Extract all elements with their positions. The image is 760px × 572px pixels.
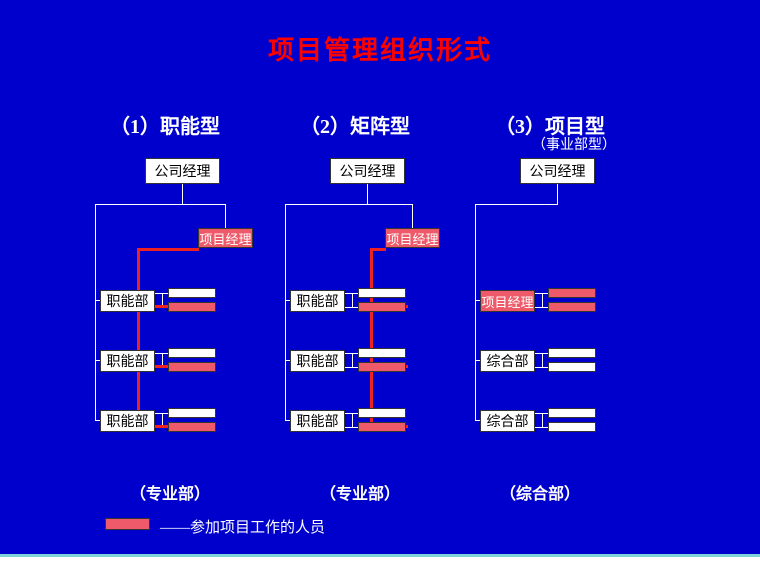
subtitle: （事业部型） — [532, 134, 616, 154]
staff-bar — [168, 348, 216, 358]
department-box: 职能部 — [290, 350, 345, 372]
connector-line — [542, 413, 543, 427]
staff-bar — [548, 348, 596, 358]
legend-swatch — [105, 518, 150, 530]
project-manager-box: 项目经理 — [385, 228, 440, 248]
connector-line — [475, 204, 476, 420]
slide-title: 项目管理组织形式 — [0, 30, 760, 67]
connector-line — [535, 367, 548, 368]
project-line — [137, 248, 199, 251]
staff-bar — [548, 362, 596, 372]
connector-line — [535, 427, 548, 428]
connector-line — [557, 184, 558, 204]
staff-bar-project — [168, 302, 216, 312]
connector-line — [345, 307, 358, 308]
company-manager-box: 公司经理 — [520, 158, 595, 184]
connector-line — [345, 367, 358, 368]
connector-line — [285, 204, 413, 205]
company-manager-box: 公司经理 — [145, 158, 220, 184]
project-manager-box: 项目经理 — [198, 228, 253, 248]
staff-bar-project — [168, 422, 216, 432]
connector-line — [225, 204, 226, 228]
connector-line — [367, 184, 368, 204]
connector-line — [412, 204, 413, 228]
staff-bar — [548, 408, 596, 418]
company-manager-box: 公司经理 — [330, 158, 405, 184]
connector-line — [182, 184, 183, 204]
staff-bar — [168, 288, 216, 298]
department-box: 综合部 — [480, 410, 535, 432]
footer-label: （综合部） — [500, 480, 580, 504]
project-line — [137, 248, 140, 430]
department-box: 职能部 — [290, 410, 345, 432]
staff-bar-project — [358, 302, 406, 312]
staff-bar-project — [168, 362, 216, 372]
connector-line — [542, 293, 543, 307]
connector-line — [542, 353, 543, 367]
department-box: 职能部 — [100, 290, 155, 312]
footer-label: （专业部） — [130, 480, 210, 504]
connector-line — [352, 353, 353, 367]
project-line — [370, 248, 386, 251]
slide-canvas: 项目管理组织形式 （1）职能型（2）矩阵型（3）项目型 （事业部型） 公司经理项… — [0, 0, 760, 554]
staff-bar-project — [548, 288, 596, 298]
staff-bar — [168, 408, 216, 418]
staff-bar-project — [358, 362, 406, 372]
department-box: 职能部 — [100, 410, 155, 432]
section-title-0: （1）职能型 — [110, 110, 220, 139]
staff-bar — [358, 408, 406, 418]
bottom-border — [0, 554, 760, 557]
connector-line — [352, 293, 353, 307]
project-manager-box: 项目经理 — [480, 290, 535, 312]
staff-bar-project — [358, 422, 406, 432]
section-title-1: （2）矩阵型 — [300, 110, 410, 139]
connector-line — [475, 204, 558, 205]
staff-bar — [358, 348, 406, 358]
staff-bar — [548, 422, 596, 432]
connector-line — [345, 427, 358, 428]
staff-bar — [358, 288, 406, 298]
footer-label: （专业部） — [320, 480, 400, 504]
legend-text: ——参加项目工作的人员 — [160, 516, 325, 537]
connector-line — [352, 413, 353, 427]
department-box: 职能部 — [290, 290, 345, 312]
department-box: 职能部 — [100, 350, 155, 372]
department-box: 综合部 — [480, 350, 535, 372]
connector-line — [535, 307, 548, 308]
connector-line — [95, 204, 225, 205]
project-line — [370, 248, 373, 430]
staff-bar-project — [548, 302, 596, 312]
connector-line — [285, 204, 286, 420]
connector-line — [95, 204, 96, 420]
